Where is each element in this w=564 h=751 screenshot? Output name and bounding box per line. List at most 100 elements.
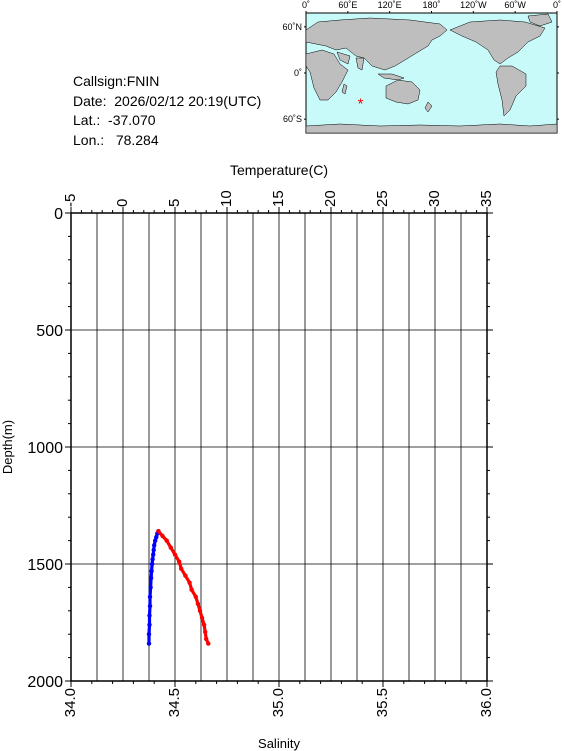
salinity-data-point: [201, 622, 207, 627]
lat-value: -37.070: [108, 112, 156, 128]
temperature-data-point: [146, 632, 152, 637]
callsign-value: FNIN: [126, 73, 160, 89]
temperature-data-point: [152, 543, 157, 548]
map-lon-tick: 60˚W: [504, 0, 526, 10]
temperature-tick-label: -5: [62, 194, 79, 207]
temperature-data-point: [149, 561, 155, 567]
temperature-axis-label: Temperature(C): [230, 162, 328, 178]
data-series: [146, 529, 211, 646]
temperature-tick-label: 15: [270, 190, 287, 207]
date-value: 2026/02/12 20:19(UTC): [114, 92, 262, 109]
depth-tick-label: 500: [36, 323, 63, 340]
temperature-tick-labels: -5 0 5 10 15 20 25 30 35: [62, 190, 495, 207]
temperature-data-point: [153, 538, 158, 543]
salinity-tick-label: 35.5: [374, 688, 391, 717]
lon-label: Lon.:: [73, 131, 105, 148]
callsign-label: Callsign:: [73, 73, 127, 89]
temperature-data-point: [146, 641, 152, 646]
map-lat-tick: 60˚S: [283, 114, 302, 124]
salinity-tick-label: 35.0: [270, 688, 287, 717]
temperature-data-point: [148, 575, 154, 581]
depth-tick-label: 1000: [27, 440, 63, 457]
temperature-data-point: [151, 552, 156, 557]
map-lon-tick: 60˚E: [338, 0, 357, 10]
lon-row: Lon.: 78.284: [73, 131, 261, 151]
land-africa: [305, 49, 349, 101]
land-north-america: [449, 19, 546, 65]
temperature-data-point: [154, 534, 159, 540]
date-row: Date: 2026/02/12 20:19(UTC): [73, 92, 261, 112]
salinity-data-point: [187, 580, 192, 585]
temperature-data-point: [147, 613, 152, 618]
salinity-data-point: [206, 641, 211, 646]
temperature-tick-label: 25: [374, 190, 391, 207]
minor-ticks: [65, 207, 493, 687]
land-eurasia: [305, 17, 448, 71]
map-lon-tick: 120˚E: [378, 0, 402, 10]
depth-tick-label: 1500: [27, 557, 63, 574]
temperature-data-point: [147, 594, 153, 599]
salinity-tick-label: 36.0: [478, 688, 495, 717]
salinity-data-point: [204, 636, 209, 642]
temperature-tick-label: 30: [426, 190, 443, 207]
salinity-data-point: [156, 529, 161, 534]
salinity-data-point: [164, 538, 169, 543]
lon-value: 78.284: [115, 131, 159, 148]
land-new-zealand: [424, 101, 433, 113]
salinity-data-point: [189, 587, 194, 592]
temperature-data-point: [149, 568, 154, 574]
map-lon-tick: 120˚W: [460, 0, 487, 10]
date-label: Date:: [73, 92, 107, 109]
depth-axis-label: Depth(m): [0, 420, 15, 474]
salinity-tick-label: 34.0: [62, 688, 79, 717]
land-south-america: [495, 65, 527, 117]
map-lat-tick: 0˚: [294, 68, 302, 78]
temperature-data-point: [147, 603, 153, 609]
temperature-data-point: [150, 557, 155, 562]
salinity-data-point: [197, 608, 203, 613]
salinity-data-point: [193, 594, 198, 599]
map-lon-tick: 0˚: [553, 0, 561, 10]
land-indonesia: [377, 73, 405, 81]
depth-tick-label: 2000: [27, 674, 63, 691]
temperature-tick-label: 5: [166, 199, 183, 207]
salinity-axis-label: Salinity: [258, 736, 300, 751]
station-info: Callsign:FNIN Date: 2026/02/12 20:19(UTC…: [73, 72, 261, 150]
salinity-data-point: [203, 629, 208, 635]
temperature-data-point: [147, 622, 152, 627]
salinity-tick-labels: 34.0 34.5 35.0 35.5 36.0: [62, 688, 495, 717]
temperature-data-point: [151, 547, 156, 553]
lat-label: Lat.:: [73, 112, 101, 128]
map-lon-tick-labels: 0˚ 60˚E 120˚E 180˚ 120˚W 60˚W 0˚: [302, 0, 561, 13]
map-lat-tick: 60˚N: [282, 22, 302, 32]
temperature-tick-label: 10: [218, 190, 235, 207]
salinity-data-point: [199, 615, 205, 620]
land-australia: [385, 79, 421, 105]
salinity-data-point: [172, 552, 178, 557]
salinity-data-point: [183, 573, 188, 578]
land-greenland: [527, 13, 553, 27]
salinity-data-point: [177, 559, 182, 564]
temperature-tick-label: 20: [322, 190, 339, 207]
depth-tick-labels: 0 500 1000 1500 2000: [27, 206, 63, 691]
temperature-data-point: [148, 585, 153, 590]
map-lon-tick: 180˚: [422, 0, 440, 10]
map-lon-tick: 0˚: [302, 0, 310, 10]
map-lat-tick-labels: 60˚N 0˚ 60˚S: [282, 22, 559, 124]
land-madagascar: [341, 83, 348, 95]
salinity-tick-label: 34.5: [166, 688, 183, 717]
callsign-row: Callsign:FNIN: [73, 72, 261, 92]
salinity-data-point: [160, 533, 165, 539]
temperature-tick-label: 35: [478, 190, 495, 207]
station-marker: *: [358, 95, 364, 112]
salinity-data-point: [195, 601, 201, 606]
salinity-data-point: [179, 566, 184, 571]
lat-row: Lat.: -37.070: [73, 111, 261, 131]
temperature-tick-label: 0: [114, 199, 131, 207]
map-land: [305, 13, 558, 134]
salinity-data-point: [168, 545, 173, 550]
land-antarctica: [305, 123, 558, 134]
depth-tick-label: 0: [54, 206, 63, 223]
